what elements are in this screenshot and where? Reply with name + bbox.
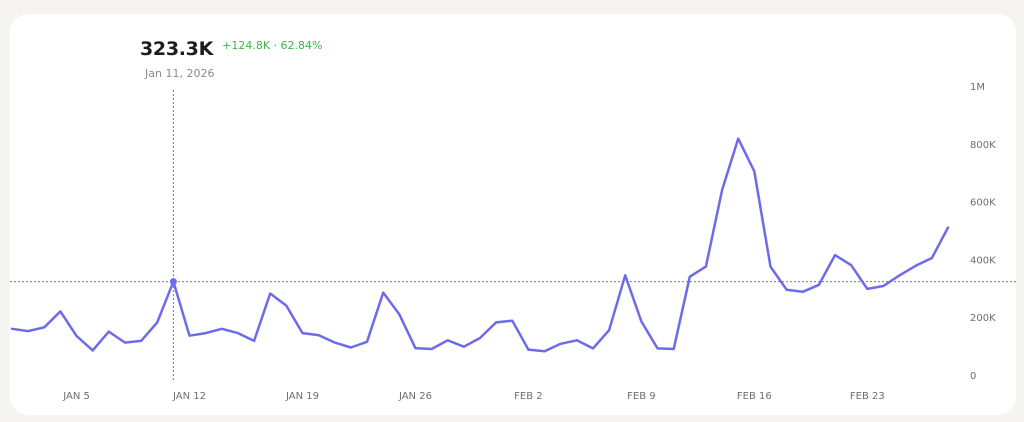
hover-date: Jan 11, 2026 <box>145 67 215 80</box>
data-point[interactable] <box>154 319 160 325</box>
hover-point <box>169 278 177 286</box>
data-point[interactable] <box>558 341 564 347</box>
data-point[interactable] <box>751 168 757 174</box>
y-tick-label: 0 <box>970 371 976 382</box>
line-chart[interactable]: 0 200K 400K 600K 800K 1M JAN 5 JAN 12 JAN 19 JAN … <box>10 14 1016 415</box>
y-tick-label: 600K <box>970 198 996 209</box>
data-point[interactable] <box>767 264 773 270</box>
data-point[interactable] <box>719 187 725 193</box>
data-point[interactable] <box>316 332 322 338</box>
x-tick-label: FEB 16 <box>737 391 772 402</box>
x-tick-label: JAN 5 <box>62 391 90 402</box>
data-point[interactable] <box>542 348 548 354</box>
data-point[interactable] <box>348 345 354 351</box>
chart-card: 323.3K +124.8K · 62.84% Jan 11, 2026 0 20… <box>10 14 1016 415</box>
data-point[interactable] <box>122 340 128 346</box>
data-point[interactable] <box>41 324 47 330</box>
x-tick-label: JAN 12 <box>172 391 206 402</box>
data-point[interactable] <box>380 290 386 296</box>
data-point[interactable] <box>299 330 305 336</box>
data-point[interactable] <box>477 335 483 341</box>
x-tick-label: FEB 9 <box>627 391 655 402</box>
x-tick-label: FEB 2 <box>514 391 542 402</box>
y-tick-label: 400K <box>970 255 996 266</box>
data-point[interactable] <box>509 318 515 324</box>
data-point[interactable] <box>74 333 80 339</box>
data-point[interactable] <box>235 330 241 336</box>
data-point[interactable] <box>848 262 854 268</box>
data-point[interactable] <box>590 345 596 351</box>
data-point[interactable] <box>606 327 612 333</box>
data-point[interactable] <box>864 286 870 292</box>
data-point[interactable] <box>574 337 580 343</box>
data-point[interactable] <box>687 274 693 280</box>
data-point[interactable] <box>655 345 661 351</box>
data-point[interactable] <box>203 330 209 336</box>
data-point[interactable] <box>364 339 370 345</box>
data-point[interactable] <box>25 328 31 334</box>
data-point[interactable] <box>897 272 903 278</box>
data-point[interactable] <box>429 346 435 352</box>
data-point[interactable] <box>267 291 273 297</box>
hover-value: 323.3K <box>140 38 214 60</box>
data-point[interactable] <box>525 347 531 353</box>
data-point[interactable] <box>412 345 418 351</box>
data-point[interactable] <box>913 263 919 269</box>
data-point[interactable] <box>219 326 225 332</box>
data-point[interactable] <box>187 333 193 339</box>
data-point[interactable] <box>945 225 951 231</box>
data-point[interactable] <box>332 340 338 346</box>
data-point[interactable] <box>832 252 838 258</box>
x-tick-label: JAN 26 <box>398 391 432 402</box>
data-point[interactable] <box>735 136 741 142</box>
y-tick-label: 200K <box>970 313 996 324</box>
hover-delta: +124.8K · 62.84% <box>222 39 323 52</box>
data-point[interactable] <box>283 303 289 309</box>
data-point[interactable] <box>816 282 822 288</box>
x-tick-label: JAN 19 <box>285 391 319 402</box>
data-point[interactable] <box>638 319 644 325</box>
y-tick-label: 1M <box>970 82 985 93</box>
data-point[interactable] <box>784 287 790 293</box>
data-point[interactable] <box>622 272 628 278</box>
data-point[interactable] <box>445 337 451 343</box>
data-point[interactable] <box>800 289 806 295</box>
data-point[interactable] <box>493 319 499 325</box>
data-point[interactable] <box>929 255 935 261</box>
data-point[interactable] <box>10 326 15 332</box>
x-tick-label: FEB 23 <box>850 391 885 402</box>
data-point[interactable] <box>138 338 144 344</box>
data-point[interactable] <box>703 264 709 270</box>
data-point[interactable] <box>106 329 112 335</box>
data-point[interactable] <box>880 283 886 289</box>
data-point[interactable] <box>461 344 467 350</box>
tooltip-headline: 323.3K +124.8K · 62.84% <box>140 38 322 60</box>
data-point[interactable] <box>57 308 63 314</box>
data-point[interactable] <box>396 311 402 317</box>
series-line <box>10 137 950 353</box>
y-tick-label: 800K <box>970 140 996 151</box>
data-point[interactable] <box>671 346 677 352</box>
data-point[interactable] <box>251 338 257 344</box>
data-point[interactable] <box>90 347 96 353</box>
